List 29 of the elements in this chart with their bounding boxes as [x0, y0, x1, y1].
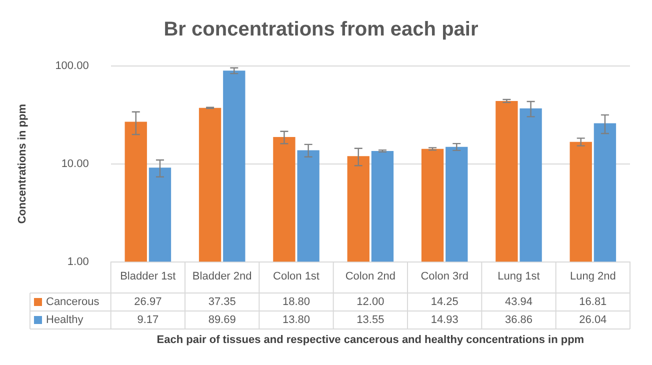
x-tick-label: Bladder 1st: [120, 270, 176, 282]
legend-label: Healthy: [46, 314, 84, 326]
data-label: 13.80: [282, 314, 310, 326]
data-label: 26.04: [579, 314, 607, 326]
y-tick-label: 100.00: [55, 60, 89, 72]
data-label: 43.94: [504, 296, 533, 308]
x-axis-title: Each pair of tissues and respective cancerous and healthy concentrations in ppm: [156, 334, 584, 346]
chart-title: Br concentrations from each pair: [164, 18, 478, 41]
data-label: 89.69: [208, 314, 236, 326]
x-tick-label: Bladder 2nd: [192, 270, 252, 282]
legend-label: Cancerous: [46, 296, 100, 308]
x-tick-label: Lung 1st: [498, 270, 540, 282]
y-axis-title: Concentrations in ppm: [16, 104, 29, 224]
data-label: 13.55: [356, 314, 384, 326]
data-label: 9.17: [137, 314, 159, 326]
data-label: 16.81: [579, 296, 607, 308]
x-tick-label: Colon 1st: [273, 270, 320, 282]
data-label: 14.93: [430, 314, 458, 326]
data-label: 12.00: [356, 296, 384, 308]
data-label: 18.80: [282, 296, 310, 308]
x-tick-label: Colon 2nd: [345, 270, 396, 282]
y-tick-label: 1.00: [67, 256, 89, 268]
data-label: 37.35: [208, 296, 236, 308]
x-tick-label: Colon 3rd: [420, 270, 468, 282]
data-label: 36.86: [504, 314, 533, 326]
data-label: 14.25: [430, 296, 458, 308]
x-tick-label: Lung 2nd: [570, 270, 616, 282]
y-tick-label: 10.00: [61, 158, 89, 170]
data-label: 26.97: [134, 296, 162, 308]
